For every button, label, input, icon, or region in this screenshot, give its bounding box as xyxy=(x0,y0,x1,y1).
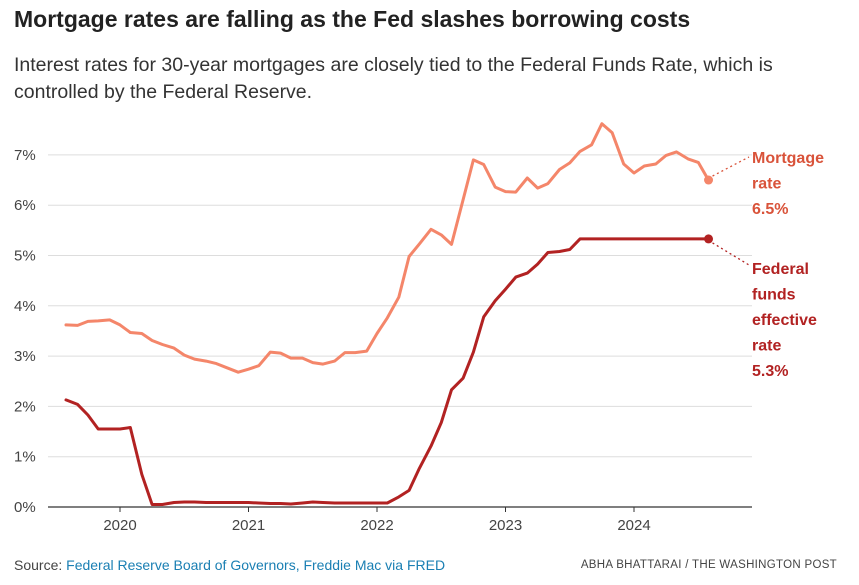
mortgage-rate-line xyxy=(64,122,710,374)
fed-funds-rate-label: 5.3% xyxy=(752,363,788,380)
fed-funds-rate-line xyxy=(64,237,710,506)
mortgage-rate-label: Mortgage xyxy=(752,150,824,167)
fed-funds-rate-label: rate xyxy=(752,338,781,355)
byline-credit: ABHA BHATTARAI / THE WASHINGTON POST xyxy=(580,559,837,571)
series-labels: Mortgage rate 6.5% Federal funds effective rat… xyxy=(712,150,824,380)
y-tick-label: 4% xyxy=(14,298,36,315)
source-prefix: Source: xyxy=(14,557,67,573)
gridlines xyxy=(48,154,752,508)
y-tick-label: 6% xyxy=(14,197,36,214)
x-tick-label: 2022 xyxy=(360,517,393,534)
x-tick-label: 2021 xyxy=(232,517,265,534)
fed-funds-rate-label: effective xyxy=(752,312,817,329)
y-tick-label: 3% xyxy=(14,348,36,365)
fed-funds-rate-label: funds xyxy=(752,287,796,304)
x-axis-ticks: 2020 2021 2022 2023 2024 xyxy=(103,507,651,534)
mortgage-label-leader xyxy=(712,156,750,177)
x-tick-label: 2023 xyxy=(489,517,522,534)
source-note: Source: Federal Reserve Board of Governo… xyxy=(14,557,445,573)
y-axis-ticks: 0% 1% 2% 3% 4% 5% 6% 7% xyxy=(14,147,36,516)
x-tick-label: 2020 xyxy=(103,517,136,534)
y-tick-label: 7% xyxy=(14,147,36,164)
chart-subtitle: Interest rates for 30-year mortgages are… xyxy=(14,54,773,103)
fed-funds-rate-endpoint xyxy=(704,234,714,244)
fed-funds-rate-label: Federal xyxy=(752,261,809,278)
mortgage-rate-label: rate xyxy=(752,176,781,193)
y-tick-label: 0% xyxy=(14,499,36,516)
source-link[interactable]: Federal Reserve Board of Governors, Fred… xyxy=(66,557,446,573)
mortgage-rate-endpoint xyxy=(704,175,714,185)
x-tick-label: 2024 xyxy=(617,517,650,534)
y-tick-label: 5% xyxy=(14,248,36,265)
y-tick-label: 1% xyxy=(14,449,36,466)
series-lines xyxy=(64,122,714,506)
fed-label-leader xyxy=(712,242,750,266)
chart-title: Mortgage rates are falling as the Fed sl… xyxy=(14,6,691,32)
mortgage-rate-label: 6.5% xyxy=(752,201,788,218)
y-tick-label: 2% xyxy=(14,398,36,415)
